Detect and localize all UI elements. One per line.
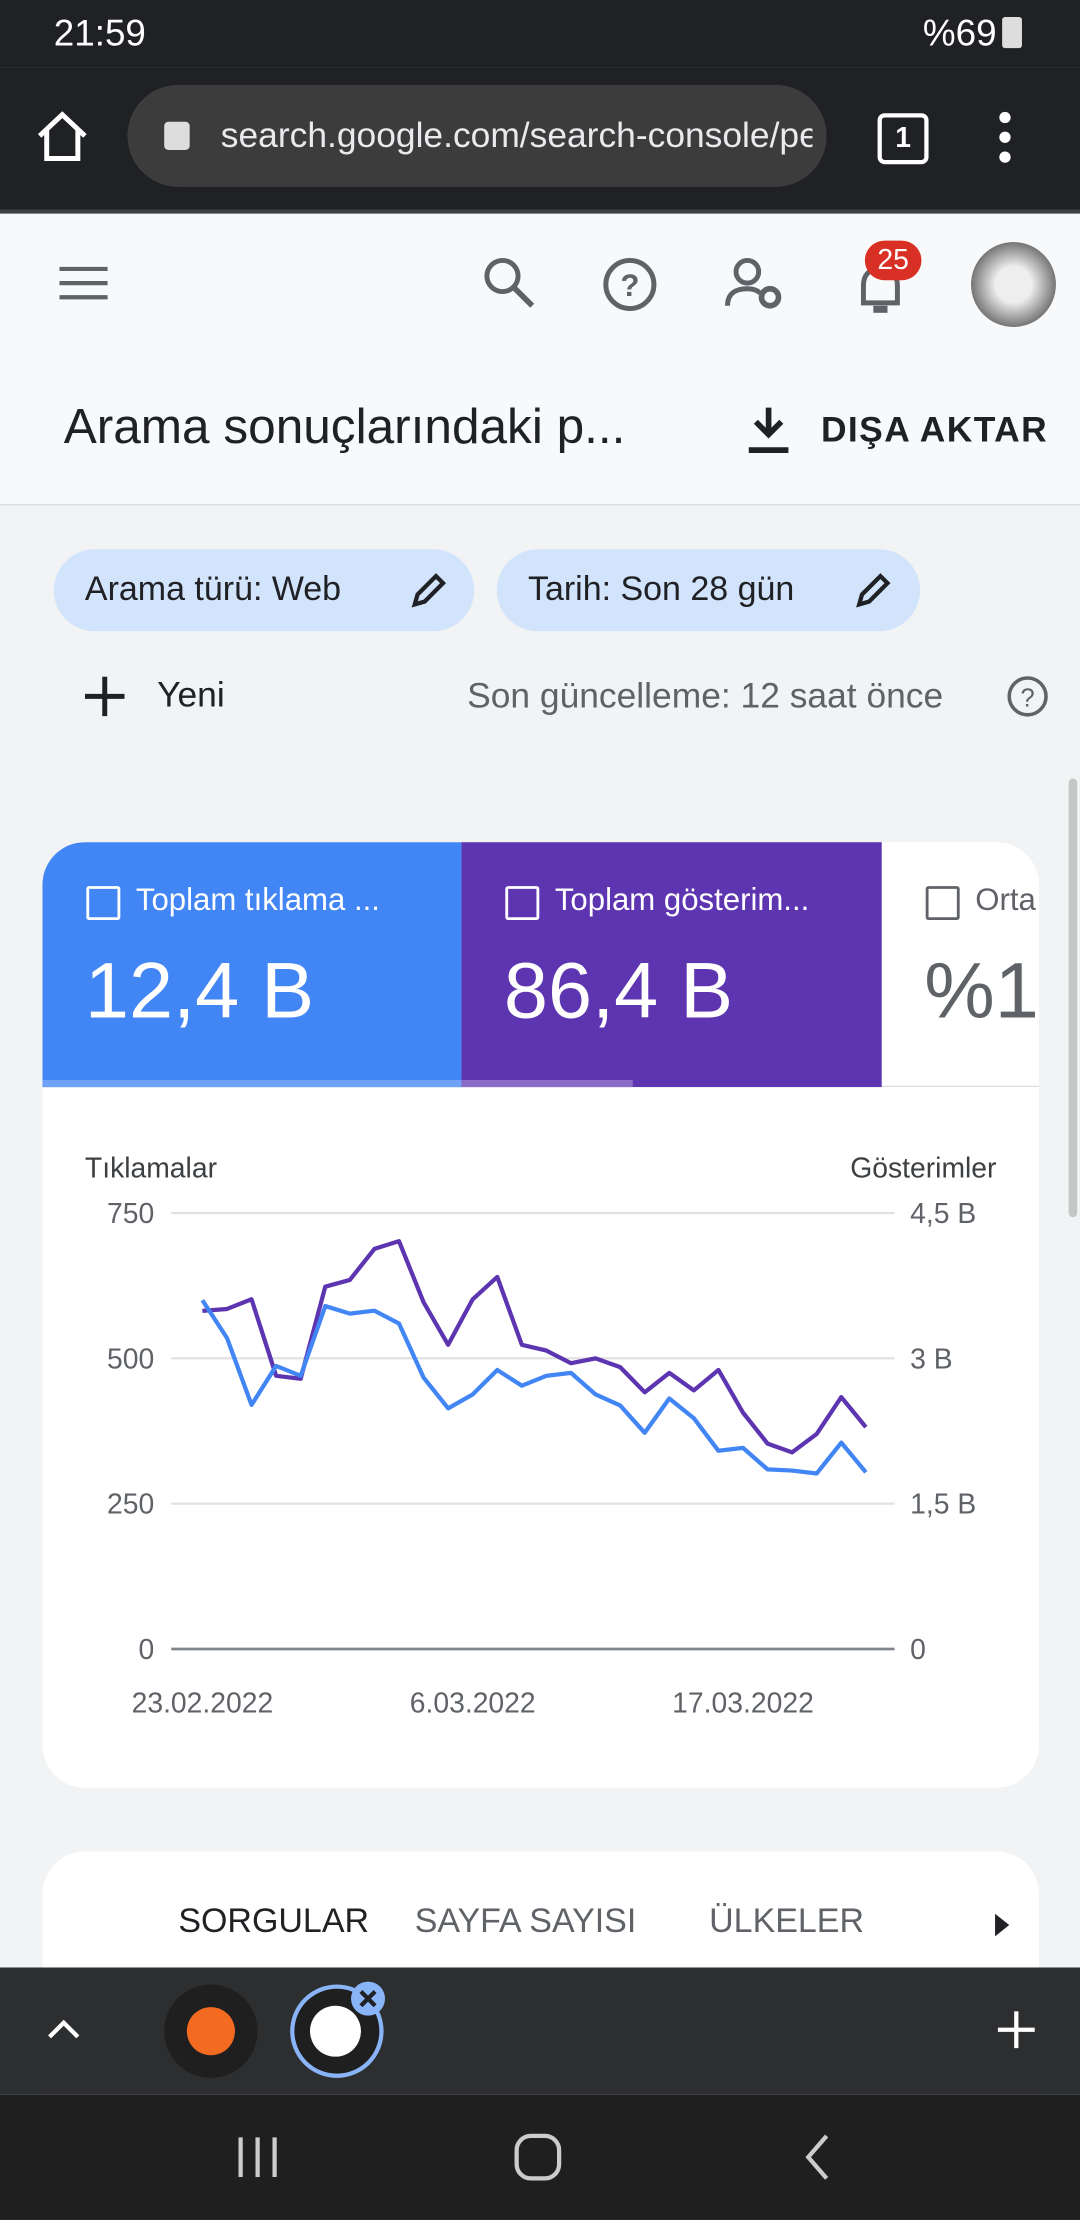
tile-indicator bbox=[42, 1079, 462, 1088]
app-icon bbox=[186, 2007, 235, 2056]
battery: %69 bbox=[922, 11, 997, 54]
close-tab[interactable] bbox=[348, 1979, 388, 2019]
metric-tile[interactable]: Toplam tıklama ... 12,4 B bbox=[42, 842, 462, 1088]
page-title: Arama sonuçlarındaki p... bbox=[63, 399, 626, 455]
chip-label: Arama türü: Web bbox=[84, 570, 342, 609]
battery-icon bbox=[1002, 16, 1022, 49]
export-button[interactable]: DIŞA AKTAR bbox=[820, 410, 1049, 451]
svg-text:?: ? bbox=[1021, 684, 1035, 712]
status-bar bbox=[0, 0, 1080, 68]
download-icon[interactable] bbox=[745, 405, 793, 456]
divider bbox=[0, 503, 1080, 506]
clock: 21:59 bbox=[53, 11, 146, 54]
tab[interactable]: SAYFA SAYISI bbox=[414, 1902, 637, 1941]
new-button[interactable]: Yeni bbox=[157, 675, 225, 715]
metric-tile[interactable]: Orta %14 bbox=[881, 842, 1039, 1088]
x-tick-label: 6.03.2022 bbox=[410, 1687, 536, 1719]
x-tick-label: 23.02.2022 bbox=[132, 1687, 274, 1719]
y-tick-label: 750 bbox=[107, 1197, 154, 1229]
back-button[interactable] bbox=[801, 2132, 835, 2183]
tab[interactable]: ÜLKELER bbox=[709, 1902, 864, 1941]
divider bbox=[0, 209, 1080, 214]
search-icon[interactable] bbox=[481, 255, 538, 312]
tile-indicator bbox=[461, 1079, 633, 1088]
data-line bbox=[200, 1299, 868, 1476]
chart: Tıklamalar Gösterimler 0 250 500 750 0 1,5 B 3… bbox=[85, 1152, 997, 1719]
y2-tick-label: 0 bbox=[910, 1633, 926, 1665]
url-bar[interactable] bbox=[127, 84, 827, 187]
app-icon bbox=[309, 2005, 361, 2057]
hamburger[interactable] bbox=[59, 263, 110, 305]
filter-chip[interactable]: Arama türü: Web bbox=[53, 549, 475, 632]
data-line bbox=[202, 1239, 868, 1455]
checkbox[interactable] bbox=[925, 886, 960, 921]
metric-label: Toplam gösterim... bbox=[554, 881, 810, 918]
filter-chip[interactable]: Tarih: Son 28 gün bbox=[496, 549, 921, 632]
scrollbar bbox=[1068, 778, 1078, 1218]
y2-tick-label: 1,5 B bbox=[910, 1488, 976, 1520]
chip-label: Tarih: Son 28 gün bbox=[527, 570, 795, 609]
edit-icon bbox=[856, 573, 891, 608]
y-tick-label: 250 bbox=[107, 1488, 154, 1520]
settings-icon[interactable] bbox=[725, 255, 787, 314]
y-tick-label: 500 bbox=[107, 1342, 154, 1374]
home-nav-button[interactable] bbox=[512, 2132, 563, 2183]
notification-badge: 25 bbox=[864, 240, 922, 281]
help-icon[interactable]: ? bbox=[1005, 674, 1050, 719]
svg-text:?: ? bbox=[620, 268, 639, 303]
home-button[interactable] bbox=[34, 108, 91, 165]
y2-tick-label: 3 B bbox=[910, 1342, 952, 1374]
last-update: Son güncelleme: 12 saat önce bbox=[467, 676, 944, 717]
tab-scroll[interactable] bbox=[991, 1911, 1014, 1939]
edit-icon bbox=[411, 573, 447, 608]
tab[interactable]: SORGULAR bbox=[178, 1902, 370, 1941]
metric-value: 86,4 B bbox=[503, 945, 734, 1035]
expand-button[interactable] bbox=[45, 2016, 82, 2041]
recents-button[interactable] bbox=[235, 2135, 280, 2180]
avatar[interactable] bbox=[971, 242, 1056, 327]
menu-button[interactable] bbox=[991, 110, 1019, 164]
metric-label: Orta bbox=[975, 881, 1036, 918]
plus-icon[interactable] bbox=[84, 676, 125, 717]
x-tick-label: 17.03.2022 bbox=[672, 1687, 814, 1719]
add-tab[interactable] bbox=[996, 2010, 1036, 2050]
y-axis-label: Tıklamalar bbox=[85, 1152, 217, 1184]
metric-tile[interactable]: Toplam gösterim... 86,4 B bbox=[461, 842, 882, 1088]
lock-icon bbox=[164, 121, 190, 151]
url: search.google.com/search-console/pe bbox=[220, 116, 813, 156]
checkbox[interactable] bbox=[505, 886, 540, 921]
metric-value: %14 bbox=[924, 945, 1039, 1035]
help-icon[interactable]: ? bbox=[600, 255, 659, 314]
checkbox[interactable] bbox=[86, 886, 121, 921]
tab-count[interactable]: 1 bbox=[877, 113, 929, 165]
nav-bar bbox=[0, 2094, 1080, 2220]
y2-axis-label: Gösterimler bbox=[850, 1152, 996, 1184]
y2-tick-label: 4,5 B bbox=[910, 1197, 976, 1229]
y-tick-label: 0 bbox=[139, 1633, 155, 1665]
metric-label: Toplam tıklama ... bbox=[135, 881, 380, 918]
tab-tray bbox=[0, 1967, 1080, 2095]
metric-value: 12,4 B bbox=[84, 945, 315, 1035]
